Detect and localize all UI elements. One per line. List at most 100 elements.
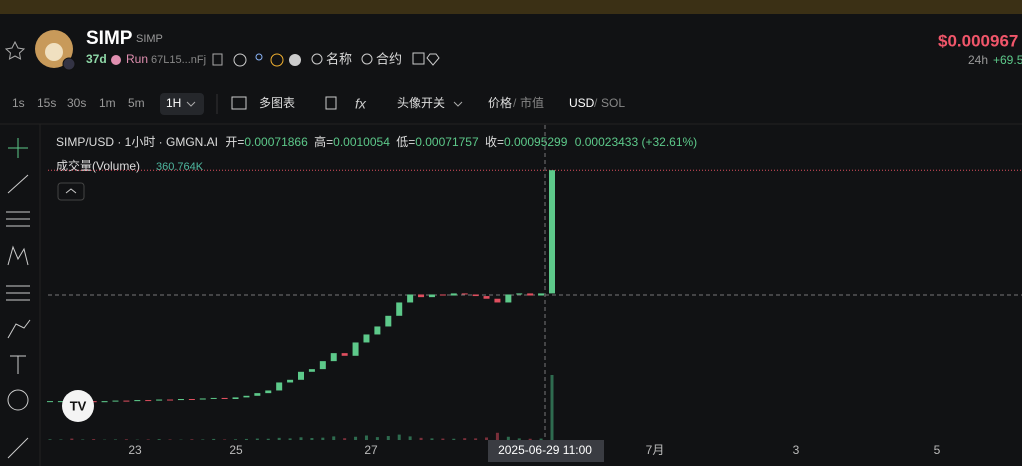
collapse-button[interactable]: [57, 182, 85, 201]
search-contract[interactable]: 合约: [376, 51, 402, 66]
volume-bar: [528, 438, 532, 440]
drawing-tools: [6, 138, 31, 459]
volume-bar: [288, 438, 292, 440]
ohlc-legend: SIMP/USD · 1小时 · GMGN.AI 开=0.00071866 高=…: [56, 134, 697, 149]
avatar-toggle[interactable]: 头像开关: [397, 96, 445, 110]
volume-bar: [266, 438, 270, 440]
user-icon[interactable]: [255, 53, 263, 61]
candle: [319, 361, 326, 370]
candle: [461, 293, 468, 295]
candle: [505, 294, 512, 303]
usd-toggle[interactable]: USD: [569, 96, 595, 110]
candle: [527, 293, 534, 296]
share-icon[interactable]: [412, 52, 425, 65]
search-name[interactable]: 名称: [326, 51, 352, 66]
volume-bar: [495, 432, 499, 440]
price-toggle[interactable]: 价格: [488, 95, 512, 110]
volume-bar: [223, 439, 227, 440]
x-tick-label: 23: [128, 443, 142, 457]
candle: [177, 399, 184, 401]
volume-bar: [113, 439, 117, 440]
emoji-tool[interactable]: [7, 389, 29, 411]
fib-tool[interactable]: [6, 285, 30, 301]
candle: [287, 379, 294, 383]
crosshair-tool[interactable]: [8, 138, 28, 158]
pattern-tool[interactable]: [7, 245, 29, 266]
search-icon[interactable]: [311, 53, 323, 65]
candle: [396, 302, 403, 316]
candle: [407, 294, 414, 303]
favorite-icon[interactable]: [4, 40, 26, 60]
sol-toggle[interactable]: SOL: [601, 96, 625, 110]
candle: [341, 353, 348, 356]
candle: [167, 399, 174, 401]
search-icon[interactable]: [361, 53, 373, 65]
chevron: [186, 101, 196, 107]
volume-bar: [375, 437, 379, 440]
x-tick-label: 5: [934, 443, 941, 457]
candle: [243, 395, 250, 398]
multi-chart[interactable]: 多图表: [259, 96, 295, 110]
active-interval[interactable]: 1H: [166, 96, 181, 110]
interval[interactable]: 1m: [99, 96, 116, 110]
line-tool[interactable]: [7, 174, 29, 194]
volume-bar: [419, 437, 423, 440]
interval[interactable]: 5m: [128, 96, 145, 110]
volume-bar: [463, 438, 467, 440]
ruler-tool[interactable]: [7, 437, 29, 459]
copy-icon[interactable]: [212, 53, 223, 66]
web-icon[interactable]: [233, 53, 247, 67]
period: 24h: [968, 53, 988, 67]
candle: [145, 400, 152, 402]
interval[interactable]: 30s: [67, 96, 86, 110]
token-age: 37d: [86, 52, 107, 66]
volume-bar: [474, 438, 478, 440]
parallel-tool[interactable]: [6, 211, 30, 227]
high-label: 高=: [314, 134, 333, 149]
volume-bar: [343, 438, 347, 440]
volume-bar: [332, 436, 336, 440]
token-address: 67L15...nFj: [151, 54, 206, 66]
active-interval-bg[interactable]: [160, 93, 204, 115]
close-label: 收=: [485, 135, 504, 149]
interval[interactable]: 1s: [12, 96, 25, 110]
volume-value: 360.764K: [156, 161, 204, 173]
tv-logo-text: TV: [70, 398, 87, 413]
avatar-face: [45, 43, 63, 61]
candle: [232, 397, 239, 399]
open: 0.00071866: [244, 135, 308, 149]
candle-icon[interactable]: [325, 96, 337, 110]
run-icon: [111, 55, 121, 65]
add-icon[interactable]: [231, 96, 247, 110]
candle: [428, 294, 435, 298]
list-icon[interactable]: [289, 54, 301, 66]
open-label: 开=: [225, 135, 244, 149]
text-tool[interactable]: [10, 355, 26, 374]
market-cap-toggle[interactable]: 市值: [520, 95, 544, 110]
interval[interactable]: 15s: [37, 96, 56, 110]
low-label: 低=: [396, 135, 415, 149]
separator: /: [594, 96, 598, 110]
chevron: [453, 101, 463, 107]
volume-bar: [168, 439, 172, 440]
price: $0.000967: [938, 31, 1018, 50]
volume-bar: [212, 438, 216, 440]
candle: [90, 401, 97, 403]
candle: [112, 400, 119, 402]
candle: [57, 401, 64, 403]
brush-tool[interactable]: [7, 319, 31, 339]
volume-bar: [244, 438, 248, 440]
candle: [330, 353, 337, 362]
fx-icon[interactable]: fx: [355, 96, 367, 112]
crown-icon[interactable]: [426, 53, 440, 66]
candle: [188, 399, 195, 400]
warning-icon[interactable]: [270, 53, 284, 67]
high: 0.0010054: [333, 135, 390, 149]
candle: [516, 293, 523, 295]
candle: [549, 170, 555, 294]
volume-bar: [59, 439, 63, 440]
candle: [156, 399, 163, 401]
candle: [254, 393, 261, 396]
candle: [374, 326, 381, 335]
